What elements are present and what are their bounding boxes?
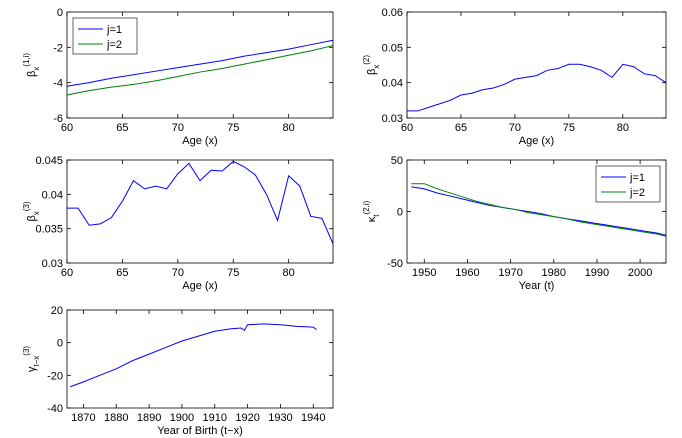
y-tick-label: 0 bbox=[397, 207, 403, 219]
data-line bbox=[411, 183, 667, 237]
plot-area bbox=[67, 310, 333, 408]
x-tick-label: 60 bbox=[61, 267, 73, 279]
x-tick-label: 65 bbox=[116, 267, 128, 279]
y-label-sub: t−x bbox=[32, 356, 41, 367]
x-tick-label: 70 bbox=[172, 267, 184, 279]
y-axis-label: βx(2) bbox=[362, 55, 381, 75]
x-tick-label: 80 bbox=[283, 122, 295, 134]
y-label-sup: (3) bbox=[22, 201, 31, 211]
y-axis-label: βx(1,i) bbox=[22, 53, 41, 77]
legend-box bbox=[595, 165, 661, 203]
y-label-base: β bbox=[26, 71, 38, 77]
plot-area bbox=[67, 160, 333, 263]
data-line bbox=[411, 186, 667, 236]
x-tick-label: 1910 bbox=[203, 412, 227, 424]
y-tick-label: 0 bbox=[57, 7, 63, 19]
legend-label: j=2 bbox=[629, 187, 645, 199]
x-tick-label: 80 bbox=[617, 122, 629, 134]
legend-label: j=1 bbox=[106, 24, 122, 36]
y-tick-label: -20 bbox=[47, 370, 63, 382]
x-tick-label: 1950 bbox=[412, 267, 436, 279]
x-tick-label: 1870 bbox=[71, 412, 95, 424]
legend-label: j=1 bbox=[629, 172, 645, 184]
y-label-sub: x bbox=[32, 211, 41, 215]
x-axis-label: Year (t) bbox=[519, 280, 555, 292]
x-tick-label: 1990 bbox=[585, 267, 609, 279]
y-label-sup: (3) bbox=[22, 346, 31, 356]
y-axis-label: βx(3) bbox=[22, 201, 41, 221]
y-tick-label: 0 bbox=[57, 338, 63, 350]
y-label-sup: (1,i) bbox=[22, 53, 31, 67]
x-tick-label: 60 bbox=[61, 122, 73, 134]
x-tick-label: 2000 bbox=[628, 267, 652, 279]
y-tick-label: 0.06 bbox=[382, 7, 403, 19]
x-tick-label: 1970 bbox=[498, 267, 522, 279]
legend-label: j=2 bbox=[106, 39, 122, 51]
y-tick-label: 20 bbox=[51, 305, 63, 317]
x-tick-label: 65 bbox=[116, 122, 128, 134]
x-tick-label: 75 bbox=[227, 267, 239, 279]
data-line bbox=[66, 39, 334, 87]
x-tick-label: 1930 bbox=[268, 412, 292, 424]
x-tick-label: 1880 bbox=[104, 412, 128, 424]
axes-frame bbox=[406, 11, 667, 119]
y-label-base: β bbox=[366, 69, 378, 75]
y-tick-label: 0.03 bbox=[382, 113, 403, 125]
x-axis-label: Age (x) bbox=[182, 135, 217, 147]
y-label-base: κ bbox=[366, 216, 378, 222]
data-line bbox=[66, 45, 334, 96]
y-axis-label: γt−x(3) bbox=[22, 346, 41, 373]
y-tick-label: 0.03 bbox=[42, 258, 63, 270]
x-axis-label: Year of Birth (t−x) bbox=[157, 425, 243, 437]
y-tick-label: -6 bbox=[53, 113, 63, 125]
y-label-sub: x bbox=[32, 67, 41, 71]
y-label-sup: (2) bbox=[362, 55, 371, 65]
x-tick-label: 1940 bbox=[301, 412, 325, 424]
x-tick-label: 1900 bbox=[170, 412, 194, 424]
x-tick-label: 60 bbox=[401, 122, 413, 134]
data-line bbox=[407, 63, 667, 112]
y-tick-label: -50 bbox=[387, 258, 403, 270]
x-tick-label: 70 bbox=[509, 122, 521, 134]
x-tick-label: 70 bbox=[172, 122, 184, 134]
x-tick-label: 1960 bbox=[455, 267, 479, 279]
x-tick-label: 1980 bbox=[542, 267, 566, 279]
axes-frame bbox=[66, 11, 334, 119]
x-axis-label: Age (x) bbox=[519, 135, 554, 147]
y-label-base: β bbox=[26, 215, 38, 221]
y-axis-label: κt(2,i) bbox=[362, 200, 381, 222]
y-tick-label: 0.04 bbox=[382, 78, 403, 90]
axes-frame bbox=[66, 309, 334, 409]
y-tick-label: 0.05 bbox=[382, 42, 403, 54]
x-tick-label: 75 bbox=[227, 122, 239, 134]
y-tick-label: 0.04 bbox=[42, 189, 63, 201]
legend-box bbox=[72, 17, 138, 55]
y-tick-label: -40 bbox=[47, 403, 63, 415]
x-tick-label: 65 bbox=[455, 122, 467, 134]
y-label-sup: (2,i) bbox=[362, 200, 371, 214]
y-tick-label: -4 bbox=[53, 78, 63, 90]
y-tick-label: 0.035 bbox=[35, 224, 63, 236]
x-axis-label: Age (x) bbox=[182, 280, 217, 292]
y-tick-label: -2 bbox=[53, 42, 63, 54]
x-tick-label: 1920 bbox=[235, 412, 259, 424]
x-tick-label: 1890 bbox=[137, 412, 161, 424]
x-tick-label: 80 bbox=[283, 267, 295, 279]
y-label-sub: x bbox=[372, 65, 381, 69]
x-tick-label: 75 bbox=[563, 122, 575, 134]
data-line bbox=[67, 160, 334, 244]
axes-frame bbox=[66, 159, 334, 264]
y-label-base: γ bbox=[26, 366, 38, 372]
y-label-sub: t bbox=[372, 214, 381, 217]
data-line bbox=[70, 323, 317, 388]
y-tick-label: 50 bbox=[391, 155, 403, 167]
y-tick-label: 0.045 bbox=[35, 155, 63, 167]
